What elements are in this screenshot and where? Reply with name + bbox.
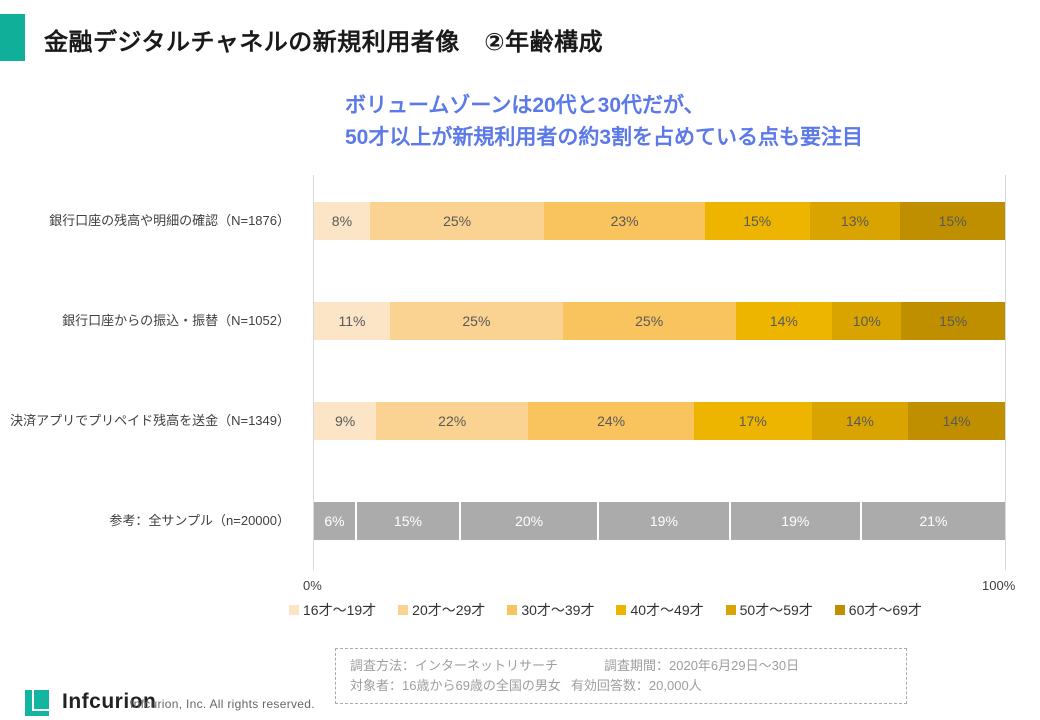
bar-segment: 15% [704,202,810,240]
legend-item: 50才～59才 [725,600,813,620]
survey-period: 調査期間：2020年6月29日～30日 [604,658,800,673]
key-message-line2: 50才以上が新規利用者の約3割を占めている点も要注目 [345,126,864,149]
category-label: 銀行口座の残高や明細の確認（N=1876） [49,213,290,228]
bar-segment: 14% [908,402,1005,440]
bar-segment: 10% [832,302,902,340]
legend-label: 20才～29才 [412,602,486,618]
category-label: 銀行口座からの振込・振替（N=1052） [62,313,290,328]
bar-segment: 15% [900,202,1006,240]
bar-segment: 14% [811,402,909,440]
bar-value-label: 14% [769,313,798,329]
bar-segment: 25% [562,302,736,340]
survey-note-line2: 対象者：16歳から69歳の全国の男女 有効回答数：20,000人 [350,676,906,696]
bar-row: 6% 15% 20% 19% 19% 21% [314,502,1006,540]
category-label: 決済アプリでプリペイド残高を送金（N=1349） [10,413,290,428]
bar-segment: 19% [597,502,729,540]
bar-value-label: 19% [649,513,678,529]
bar-value-label: 10% [852,313,881,329]
infcurion-logo-icon [25,686,55,716]
legend-label: 60才～69才 [848,602,922,618]
plot-area: 8% 25% 23% 15% 13% 15% 11% 25% 25% 14% 10% 15% 9% 22%… [313,175,1006,570]
logo-wordmark: Infcurion [62,690,157,713]
bar-segment: 8% [314,202,370,240]
legend-label: 16才～19才 [303,602,377,618]
survey-responses: 有効回答数：20,000人 [570,678,702,693]
bar-segment: 15% [354,502,460,540]
bar-value-label: 25% [443,213,472,229]
bar-segment: 14% [735,302,833,340]
bar-value-label: 22% [438,413,467,429]
legend-swatch [398,605,409,615]
survey-note-line1: 調査方法：インターネットリサーチ 調査期間：2020年6月29日～30日 [350,656,906,676]
x-axis-min-label: 0% [303,578,322,593]
bar-value-label: 13% [840,213,869,229]
bar-segment: 24% [528,402,695,440]
bar-segment: 25% [369,202,545,240]
bar-segment: 11% [314,302,391,340]
legend-item: 60才～69才 [834,600,922,620]
legend-swatch [507,605,518,615]
key-message-line1: ボリュームゾーンは20代と30代だが、 [345,94,705,117]
legend-item: 30才～39才 [507,600,594,620]
legend-swatch [725,605,736,615]
survey-method: 調査方法：インターネットリサーチ [350,658,559,673]
legend-item: 16才～19才 [289,600,376,620]
bar-value-label: 23% [610,213,639,229]
bar-value-label: 15% [939,313,968,329]
legend-swatch [289,605,299,615]
bar-segment: 13% [809,202,901,240]
logo-square-fill [25,690,49,716]
bar-segment: 17% [694,402,812,440]
legend-label: 40才～49才 [630,602,704,618]
logo-square-outline [32,687,52,711]
bar-segment: 19% [728,502,860,540]
bar-value-label: 19% [781,513,810,529]
bar-segment: 6% [314,502,355,540]
bar-row: 9% 22% 24% 17% 14% 14% [314,402,1005,440]
bar-row: 8% 25% 23% 15% 13% 15% [314,202,1006,240]
bar-value-label: 15% [743,213,772,229]
legend-swatch [616,605,627,615]
survey-note-box: 調査方法：インターネットリサーチ 調査期間：2020年6月29日～30日 対象者… [335,648,907,704]
x-axis-max-label: 100% [982,578,1016,593]
bar-segment: 20% [459,502,598,540]
bar-value-label: 9% [334,413,356,429]
bar-segment: 22% [376,402,529,440]
bar-row: 11% 25% 25% 14% 10% 15% [314,302,1005,340]
bar-value-label: 8% [331,213,353,229]
legend-label: 50才～59才 [739,602,813,618]
legend-item: 40才～49才 [616,600,704,620]
legend: 16才～19才 20才～29才 30才～39才 40才～49才 50才～59才 60才～6… [289,600,922,620]
legend-swatch [834,605,845,615]
page-title: 金融デジタルチャネルの新規利用者像 ②年齢構成 [44,29,604,56]
bar-segment: 15% [901,302,1005,340]
bar-segment: 9% [314,402,377,440]
bar-value-label: 14% [942,413,971,429]
bar-value-label: 17% [738,413,767,429]
bar-value-label: 21% [919,513,948,529]
bar-value-label: 11% [338,313,366,329]
bar-segment: 25% [390,302,563,340]
title-accent-bar [0,14,25,61]
bar-value-label: 14% [845,413,874,429]
copyright-text: Infcurion, Inc. All rights reserved. [130,697,315,711]
key-message: ボリュームゾーンは20代と30代だが、 50才以上が新規利用者の約3割を占めてい… [345,90,985,154]
bar-value-label: 25% [635,313,664,329]
bar-value-label: 20% [515,513,544,529]
bar-value-label: 15% [938,213,967,229]
bar-value-label: 15% [393,513,422,529]
legend-label: 30才～39才 [521,602,595,618]
survey-subjects: 対象者：16歳から69歳の全国の男女 [350,678,561,693]
legend-item: 20才～29才 [398,600,485,620]
bar-segment: 21% [860,502,1006,540]
category-labels: 銀行口座の残高や明細の確認（N=1876） 銀行口座からの振込・振替（N=1052… [0,175,298,570]
bar-value-label: 6% [324,513,345,529]
bar-value-label: 25% [462,313,491,329]
category-label: 参考：全サンプル（n=20000） [109,513,290,528]
bar-value-label: 24% [597,413,626,429]
bar-segment: 23% [544,202,705,240]
